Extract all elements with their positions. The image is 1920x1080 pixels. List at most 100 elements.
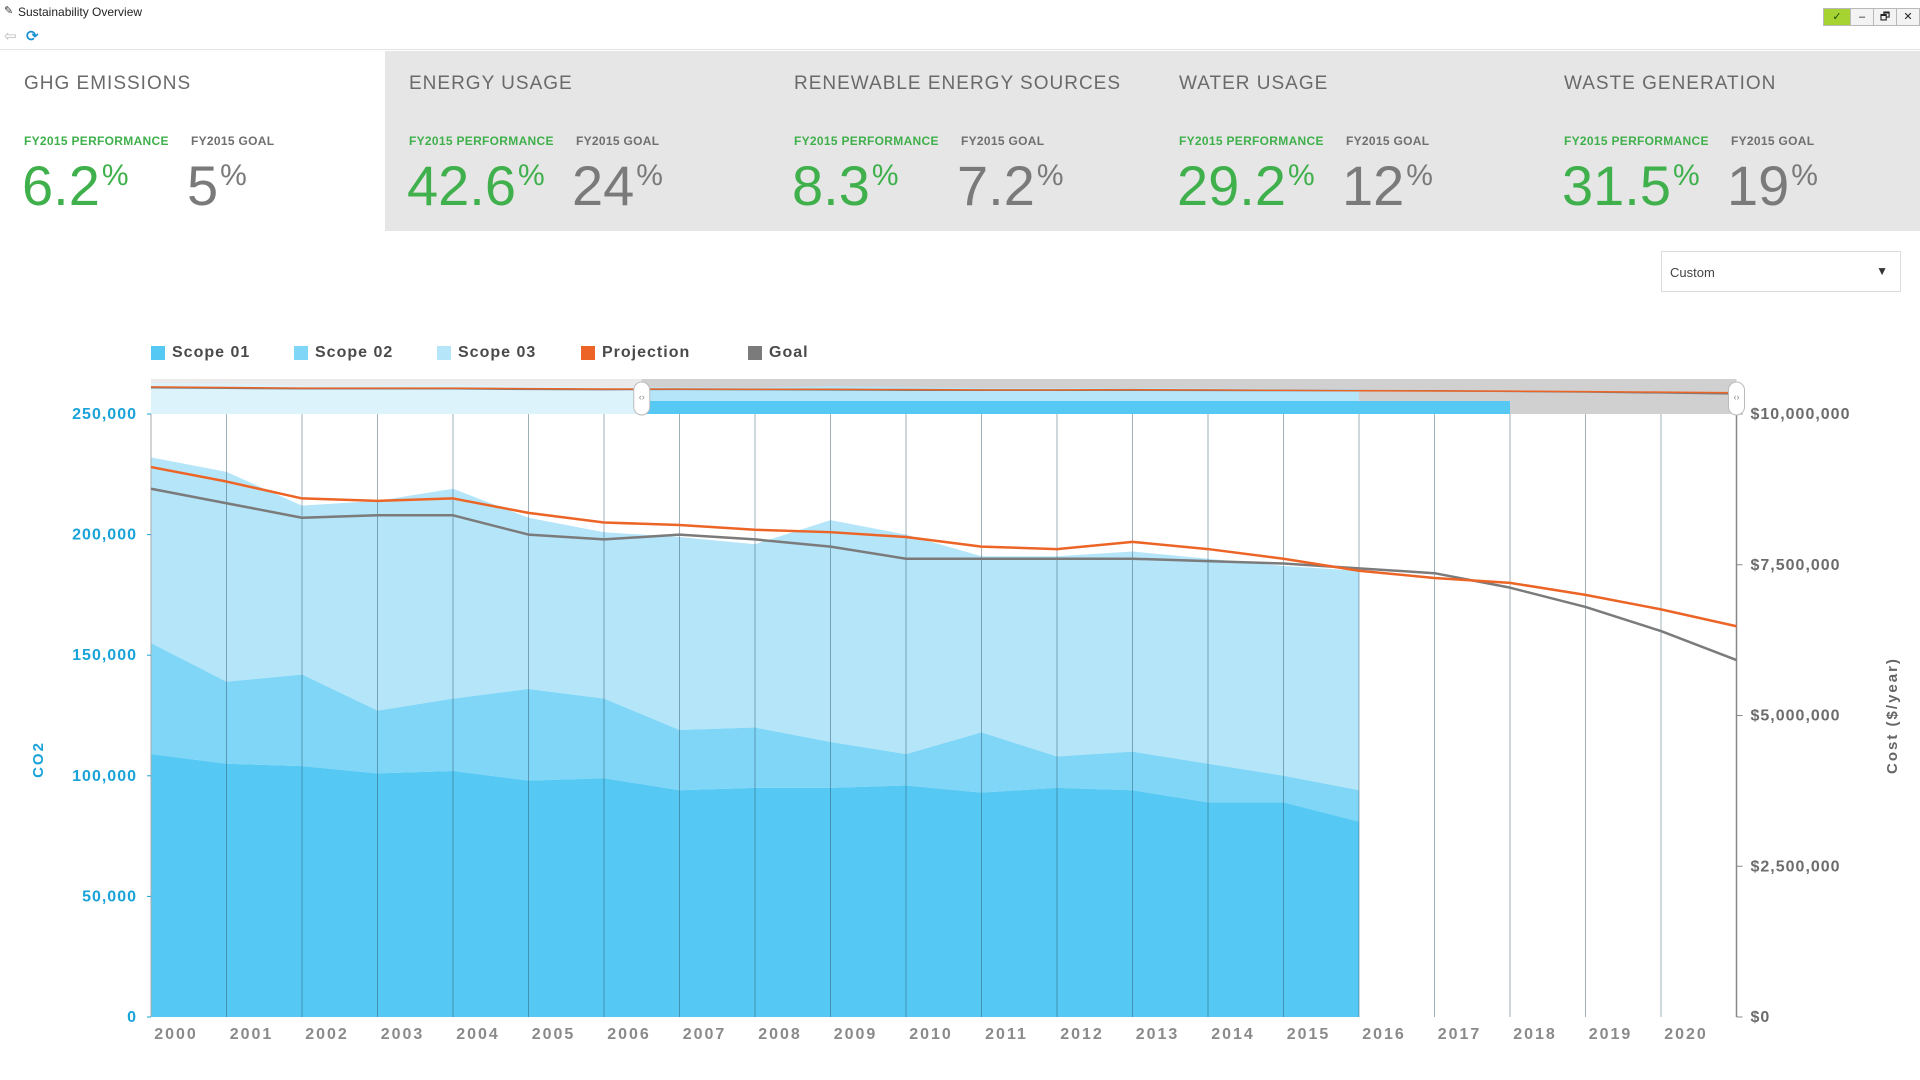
kpi-title: RENEWABLE ENERGY SOURCES (794, 73, 1121, 95)
percent-unit: % (1673, 159, 1700, 192)
y-right-tick-label: $2,500,000 (1751, 858, 1841, 875)
kpi-goal-label-text: FY2015 GOAL (1731, 134, 1815, 148)
kpi-card-water-usage[interactable]: WATER USAGE FY2015 PERFORMANCE FY2015 GOAL… (1155, 51, 1540, 231)
x-tick-label: 2010 (909, 1026, 953, 1040)
x-tick-label: 2015 (1287, 1026, 1331, 1040)
area-scope-03 (151, 457, 1359, 791)
percent-unit: % (1406, 159, 1433, 192)
legend-item-projection[interactable]: Projection (581, 344, 690, 362)
toolbar: ⇦ ⟳ (0, 26, 1920, 50)
kpi-goal-label-text: FY2015 GOAL (1346, 134, 1430, 148)
area-scope-01 (151, 754, 1359, 1017)
kpi-title-text: GHG EMISSIONS (24, 73, 192, 94)
kpi-performance-label: FY2015 PERFORMANCE (24, 134, 169, 148)
y-right-tick-label: $5,000,000 (1751, 708, 1841, 725)
x-tick-label: 2017 (1438, 1026, 1482, 1040)
legend-item-scope-03[interactable]: Scope 03 (437, 344, 536, 362)
y-right-axis-label: Cost ($/year) (1884, 657, 1901, 774)
kpi-goal-value: 24% (572, 153, 663, 218)
kpi-goal-value-text: 12 (1342, 154, 1405, 217)
navigator-handle-left[interactable] (633, 381, 651, 416)
x-tick-label: 2000 (154, 1026, 198, 1040)
drag-arrows-icon: ‹› (1734, 392, 1740, 402)
kpi-goal-value: 7.2% (957, 153, 1064, 218)
kpi-card-renewable-energy[interactable]: RENEWABLE ENERGY SOURCES FY2015 PERFORMAN… (770, 51, 1155, 231)
confirm-button[interactable]: ✓ (1823, 8, 1851, 26)
x-tick-label: 2013 (1136, 1026, 1180, 1040)
kpi-title-text: WATER USAGE (1179, 73, 1329, 94)
kpi-performance-value: 6.2% (22, 153, 129, 218)
title-bar: ✎ Sustainability Overview ✓ – 🗗 ✕ (0, 0, 1920, 26)
kpi-performance-value-text: 31.5 (1562, 154, 1671, 217)
legend-label: Scope 02 (315, 344, 394, 361)
percent-unit: % (1791, 159, 1818, 192)
kpi-goal-label: FY2015 GOAL (1731, 134, 1814, 148)
kpi-performance-label-text: FY2015 PERFORMANCE (794, 134, 939, 148)
x-tick-label: 2001 (230, 1026, 274, 1040)
navigator-line-projection (150, 386, 1737, 394)
kpi-performance-value-text: 6.2 (22, 154, 100, 217)
kpi-goal-value-text: 19 (1727, 154, 1790, 217)
y-right-tick-label: $0 (1751, 1009, 1771, 1026)
kpi-performance-label: FY2015 PERFORMANCE (794, 134, 939, 148)
kpi-title-text: ENERGY USAGE (409, 73, 573, 94)
close-button[interactable]: ✕ (1896, 8, 1920, 26)
y-left-tick-label: 200,000 (72, 527, 137, 544)
kpi-card-energy-usage[interactable]: ENERGY USAGE FY2015 PERFORMANCE FY2015 GOA… (385, 51, 770, 231)
kpi-card-waste-generation[interactable]: WASTE GENERATION FY2015 PERFORMANCE FY2015… (1540, 51, 1920, 231)
kpi-performance-value: 29.2% (1177, 153, 1315, 218)
kpi-goal-label: FY2015 GOAL (191, 134, 274, 148)
kpi-title: WATER USAGE (1179, 73, 1328, 95)
y-left-tick-label: 50,000 (82, 888, 137, 905)
kpi-goal-label-text: FY2015 GOAL (191, 134, 275, 148)
percent-unit: % (220, 159, 247, 192)
legend-item-scope-02[interactable]: Scope 02 (294, 344, 393, 362)
kpi-goal-label-text: FY2015 GOAL (576, 134, 660, 148)
refresh-icon[interactable]: ⟳ (26, 28, 39, 45)
legend-swatch (437, 346, 451, 360)
kpi-goal-value: 19% (1727, 153, 1818, 218)
legend-label: Scope 03 (458, 344, 537, 361)
x-tick-label: 2002 (305, 1026, 349, 1040)
back-arrow-icon[interactable]: ⇦ (4, 28, 17, 45)
legend-item-scope-01[interactable]: Scope 01 (151, 344, 250, 362)
legend-swatch (151, 346, 165, 360)
drag-arrows-icon: ‹› (639, 392, 645, 402)
x-tick-label: 2016 (1362, 1026, 1406, 1040)
y-right-tick-label: $10,000,000 (1751, 406, 1851, 423)
kpi-title: WASTE GENERATION (1564, 73, 1776, 95)
kpi-performance-label-text: FY2015 PERFORMANCE (409, 134, 554, 148)
legend-swatch (748, 346, 762, 360)
kpi-goal-label: FY2015 GOAL (961, 134, 1044, 148)
kpi-card-ghg-emissions[interactable]: GHG EMISSIONS FY2015 PERFORMANCE FY2015 GO… (0, 51, 385, 231)
legend-label: Goal (769, 344, 809, 361)
x-tick-label: 2008 (758, 1026, 802, 1040)
y-left-tick-label: 250,000 (72, 406, 137, 423)
x-tick-label: 2003 (381, 1026, 425, 1040)
emissions-chart: 0 50,000 100,000 150,000 200,000 250,000 CO2 $0… (30, 379, 1901, 1040)
legend-swatch (294, 346, 308, 360)
kpi-performance-label-text: FY2015 PERFORMANCE (24, 134, 169, 148)
kpi-title-text: WASTE GENERATION (1564, 73, 1777, 94)
percent-unit: % (101, 159, 129, 192)
minimize-button[interactable]: – (1850, 8, 1874, 26)
app-pencil-icon: ✎ (4, 5, 14, 17)
range-select[interactable]: Custom ▼ (1661, 251, 1901, 292)
percent-unit: % (1036, 159, 1064, 192)
percent-unit: % (871, 159, 899, 192)
x-tick-label: 2012 (1060, 1026, 1104, 1040)
y-left-tick-label: 0 (127, 1009, 137, 1026)
navigator-handle-right[interactable] (1728, 381, 1745, 416)
restore-button[interactable]: 🗗 (1873, 8, 1897, 26)
x-tick-label: 2014 (1211, 1026, 1255, 1040)
legend-item-goal[interactable]: Goal (748, 344, 809, 362)
kpi-goal-label: FY2015 GOAL (1346, 134, 1429, 148)
y-left-axis-label: CO2 (30, 741, 47, 778)
legend-label: Projection (602, 344, 691, 361)
kpi-goal-value-text: 7.2 (957, 154, 1035, 217)
kpi-performance-value-text: 42.6 (407, 154, 516, 217)
percent-unit: % (636, 159, 663, 192)
kpi-goal-value-text: 5 (187, 154, 219, 217)
x-tick-label: 2005 (532, 1026, 576, 1040)
kpi-goal-value-text: 24 (572, 154, 635, 217)
